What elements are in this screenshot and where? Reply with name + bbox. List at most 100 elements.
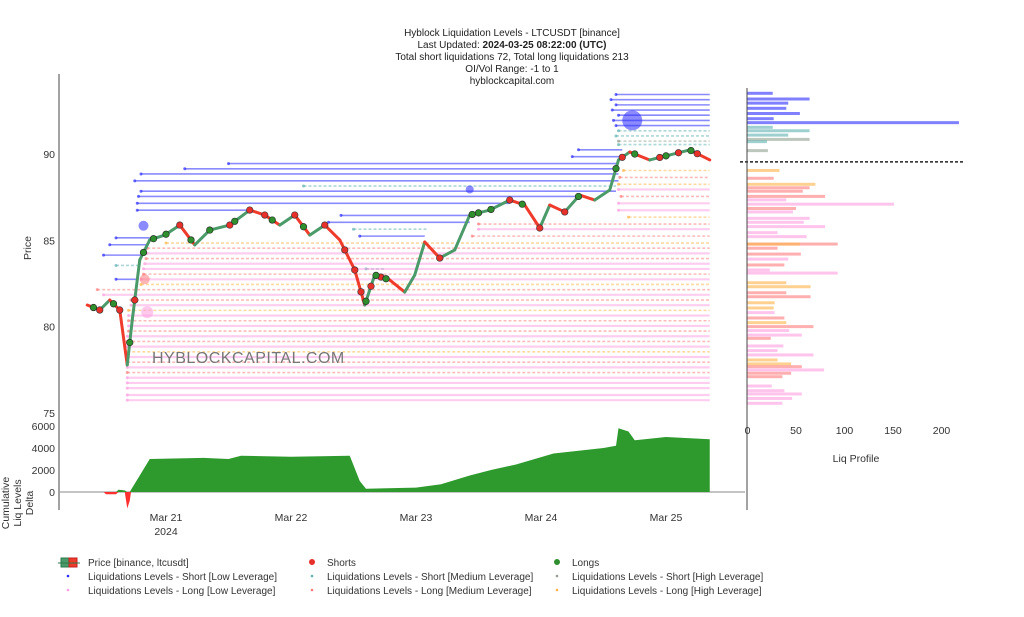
profile-bar-ll — [747, 401, 783, 405]
short-liquidation-marker — [96, 306, 104, 314]
profile-bar-lm — [747, 246, 778, 250]
delta-tick-label: 0 — [49, 487, 55, 499]
short-liquidation-marker — [341, 246, 349, 254]
liq-level-start-dot — [619, 194, 623, 198]
profile-bar-ll — [747, 396, 793, 400]
long-liquidation-marker — [468, 210, 476, 219]
profile-bar-lh — [747, 281, 787, 285]
liq-level-start-dot — [125, 365, 129, 369]
price-tick-label: 80 — [43, 322, 55, 334]
liq-level-start-dot — [610, 108, 614, 112]
legend-item-short_marker[interactable]: Shorts — [309, 558, 356, 569]
long-liquidation-marker — [487, 205, 495, 214]
long-liquidation-marker — [687, 146, 695, 155]
liq-level-start-dot — [227, 162, 230, 166]
profile-bar-ll — [747, 210, 794, 214]
profile-bar-sl — [747, 106, 787, 110]
liq-level-start-dot — [125, 393, 129, 397]
x-year-label: 2024 — [154, 526, 178, 538]
legend-item-ll[interactable]: Liquidations Levels - Long [Low Leverage… — [66, 586, 276, 597]
short-liquidation-marker — [351, 266, 359, 274]
legend-item-sl[interactable]: Liquidations Levels - Short [Low Leverag… — [66, 572, 278, 583]
liq-level-start-dot — [137, 194, 140, 198]
updated-value: 2024-03-25 08:22:00 (UTC) — [483, 40, 607, 51]
long-liquidation-marker — [612, 164, 620, 173]
liq-level-start-dot — [129, 303, 133, 307]
legend-level-icon — [310, 588, 314, 592]
delta-axis-label: Cumulative — [0, 477, 12, 530]
legend-item-price[interactable]: Price [binance, ltcusdt] — [58, 557, 189, 569]
legend-item-lh[interactable]: Liquidations Levels - Long [High Leverag… — [555, 586, 762, 597]
short-liquidation-marker — [367, 282, 375, 290]
short-liquidation-marker — [656, 153, 664, 162]
profile-bar-lh — [747, 168, 780, 172]
liq-level-start-dot — [617, 113, 620, 117]
price-candle-segment — [388, 278, 407, 294]
profile-tick-label: 150 — [884, 425, 902, 437]
legend-label: Liquidations Levels - Short [Low Leverag… — [88, 572, 277, 583]
long-liquidation-marker — [574, 192, 583, 201]
profile-bar-sl — [747, 101, 789, 105]
profile-bar-ll — [747, 384, 772, 388]
profile-bar-ll — [747, 368, 825, 372]
x-tick-label: Mar 25 — [650, 512, 683, 524]
long-liquidation-marker — [126, 338, 134, 347]
liq-level-start-dot — [102, 253, 105, 257]
price-series — [85, 148, 712, 367]
long-liquidation-marker — [162, 230, 170, 238]
legend-item-long_marker[interactable]: Longs — [554, 558, 599, 569]
profile-bar-ll — [747, 220, 804, 224]
short-liquidation-marker — [536, 224, 544, 232]
liq-level-start-dot — [614, 134, 618, 138]
profile-bar-ll — [747, 198, 787, 202]
liq-level-start-dot — [609, 98, 613, 102]
liq-level-start-dot — [617, 187, 620, 191]
liq-profile-bars — [740, 91, 965, 405]
legend-label: Shorts — [327, 558, 356, 569]
liq-level-start-dot — [139, 172, 143, 176]
liq-level-start-dot — [477, 222, 480, 226]
legend-item-lm[interactable]: Liquidations Levels - Long [Medium Lever… — [310, 586, 532, 597]
legend-item-sm[interactable]: Liquidations Levels - Short [Medium Leve… — [310, 572, 534, 583]
liq-level-start-dot — [627, 215, 630, 219]
delta-axis-label: Liq Levels — [12, 479, 24, 526]
liq-level-start-dot — [614, 93, 618, 97]
liq-level-start-dot — [127, 314, 130, 318]
liq-level-start-dot — [125, 381, 129, 385]
liq-bubble — [138, 220, 149, 231]
liq-level-start-dot — [125, 371, 129, 375]
profile-bar-lm — [747, 189, 803, 193]
liq-bubble — [139, 274, 150, 285]
long-liquidation-marker — [139, 248, 148, 257]
profile-bar-ll — [747, 271, 838, 275]
short-liquidation-marker — [226, 221, 234, 229]
liq-level-start-dot — [127, 319, 130, 323]
liq-level-start-dot — [95, 288, 99, 292]
liq-level-start-dot — [617, 182, 620, 186]
profile-bar-lm — [747, 252, 801, 256]
delta-axis-label: Delta — [24, 491, 36, 516]
profile-bar-sh — [747, 137, 810, 141]
profile-bar-lm — [747, 263, 785, 267]
delta-positive-area — [87, 428, 710, 492]
profile-bar-sm — [747, 140, 767, 144]
profile-bar-lh — [747, 285, 811, 289]
short-liquidation-marker — [291, 211, 299, 219]
price-candle-segment — [423, 240, 442, 260]
profile-bar-sl — [747, 97, 810, 101]
liq-level-start-dot — [135, 201, 139, 205]
legend-item-sh[interactable]: Liquidations Levels - Short [High Levera… — [555, 572, 764, 583]
profile-bar-lh — [747, 358, 778, 362]
long-liquidation-marker — [474, 209, 483, 217]
liq-level-start-dot — [302, 184, 305, 188]
profile-tick-label: 100 — [836, 425, 854, 437]
profile-bar-sl — [747, 117, 774, 121]
long-liquidation-marker — [187, 236, 195, 244]
long-liquidation-marker — [631, 150, 639, 158]
profile-bar-lh — [747, 362, 792, 366]
watermark: HYBLOCKCAPITAL.COM — [152, 350, 345, 367]
price-tick-label: 75 — [43, 408, 55, 420]
liq-level-start-dot — [358, 234, 362, 238]
long-liquidation-marker — [109, 300, 118, 308]
